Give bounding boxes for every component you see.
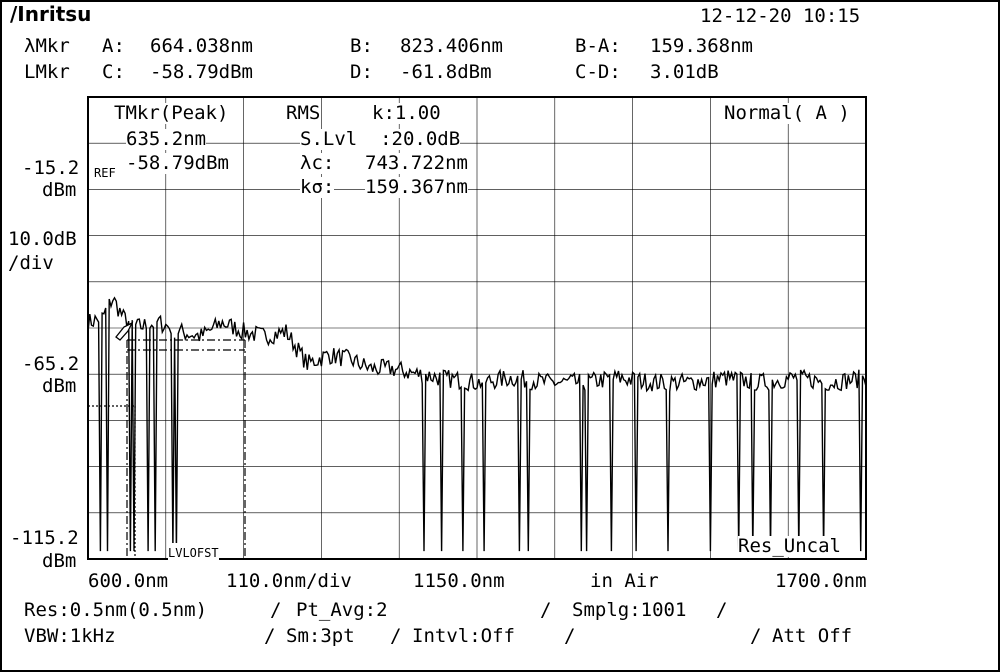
chart-grid [88, 97, 866, 559]
marker-d-label: D: [350, 61, 373, 83]
marker-a-label: A: [102, 35, 125, 57]
spectrum-trace [87, 296, 867, 552]
attenuator: Att Off [772, 625, 853, 647]
tmkr-wavelength: 635.2nm [126, 128, 207, 150]
x-center: 1150.0nm [413, 570, 505, 592]
y-top-unit: dBm [42, 179, 77, 201]
y-bottom-unit: dBm [42, 550, 77, 572]
separator: / [390, 625, 402, 647]
video-bandwidth: VBW:1kHz [24, 625, 116, 647]
lvlofst-tag: LVLOFST [168, 543, 219, 564]
marker-b-label: B: [350, 35, 373, 57]
interval: Intvl:Off [412, 625, 515, 647]
marker-cd-value: 3.01dB [650, 61, 719, 83]
lambda-c-value: 743.722nm [365, 152, 468, 174]
marker-c-label: C: [102, 61, 125, 83]
sensitivity-level: S.Lvl :20.0dB [300, 128, 461, 150]
separator: / [270, 599, 282, 621]
x-per-div: 110.0nm/div [226, 570, 352, 592]
rms-title: RMS [286, 102, 321, 124]
k-sigma-value: 159.367nm [365, 176, 468, 198]
spectrum-series-line [87, 296, 867, 552]
marker-ba-value: 159.368nm [650, 35, 753, 57]
marker-b-value: 823.406nm [400, 35, 503, 57]
res-uncal-tag: Res_Uncal [738, 535, 841, 557]
point-average: Pt_Avg:2 [296, 599, 388, 621]
y-mid-unit: dBm [42, 375, 77, 397]
separator: / [716, 599, 728, 621]
x-start: 600.0nm [88, 570, 169, 592]
tmkr-title: TMkr(Peak) [114, 102, 229, 124]
separator: / [540, 599, 552, 621]
k-sigma-label: kσ: [300, 176, 335, 198]
marker-c-value: -58.79dBm [150, 61, 253, 83]
datetime: 12-12-20 10:15 [700, 5, 861, 27]
marker-box [126, 339, 246, 559]
smoothing: Sm:3pt [286, 625, 355, 647]
sampling: Smplg:1001 [572, 599, 687, 621]
tmkr-level: -58.79dBm [126, 152, 229, 174]
marker-a-value: 664.038nm [150, 35, 253, 57]
marker-cd-label: C-D: [575, 61, 621, 83]
y-top-value: -15.2 [22, 157, 80, 179]
lvlofst-line [88, 405, 136, 559]
y-mid-value: -65.2 [22, 353, 80, 375]
x-medium: in Air [590, 570, 659, 592]
level-marker-label: LMkr [24, 61, 70, 83]
lambda-c-label: λc: [300, 152, 335, 174]
y-bottom-value: -115.2 [10, 527, 79, 549]
marker-d-value: -61.8dBm [400, 61, 492, 83]
separator: / [750, 625, 762, 647]
ref-tag: REF [94, 166, 116, 180]
lambda-marker-label: λMkr [24, 35, 70, 57]
x-stop: 1700.0nm [775, 570, 867, 592]
separator: / [564, 625, 576, 647]
marker-ba-label: B-A: [575, 35, 621, 57]
separator: / [264, 625, 276, 647]
brand-logo: /Inritsu [10, 2, 92, 26]
resolution: Res:0.5nm(0.5nm) [24, 599, 208, 621]
y-scale-value: 10.0dB [8, 228, 77, 250]
k-value: k:1.00 [372, 102, 441, 124]
peak-marker-icon [115, 321, 134, 341]
y-scale-unit: /div [8, 252, 54, 274]
display-mode: Normal( A ) [724, 102, 850, 124]
